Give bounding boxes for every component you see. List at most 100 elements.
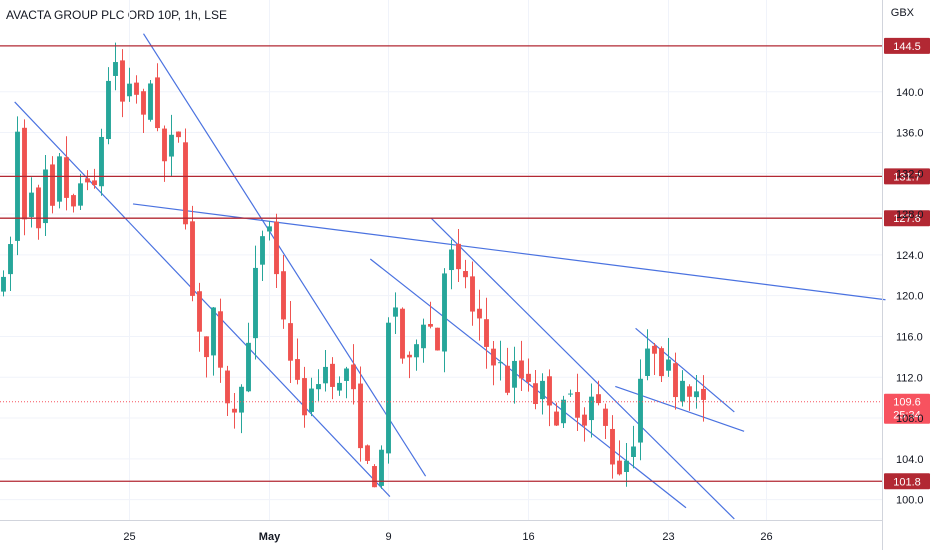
candle-body (365, 445, 370, 461)
candle-body (358, 383, 363, 449)
candle-body (491, 348, 496, 366)
currency-label: GBX (890, 7, 914, 19)
candle-body (414, 344, 419, 358)
candle-body (519, 360, 524, 379)
candle-body (463, 271, 468, 278)
candle-body (176, 131, 181, 138)
candle-body (197, 291, 202, 332)
trend-line (132, 203, 886, 301)
candle-body (456, 243, 461, 270)
candle-body (323, 366, 328, 384)
candle-body (659, 348, 664, 377)
candle-body (204, 336, 209, 358)
candle-body (337, 382, 342, 391)
candle-body (253, 267, 258, 339)
candle-body (92, 180, 97, 186)
current-price-label: 109.6 (893, 397, 921, 409)
candle-body (113, 62, 118, 76)
y-tick-label: 116.0 (896, 331, 923, 343)
candle-body (561, 399, 566, 424)
x-tick-label: 23 (662, 531, 674, 543)
candle-body (428, 323, 433, 327)
candle-body (666, 359, 671, 371)
candle-body (267, 226, 272, 232)
candle-body (547, 376, 552, 406)
candle-body (554, 411, 559, 426)
candle-body (260, 236, 265, 265)
candle-body (22, 127, 27, 220)
candle-body (638, 378, 643, 443)
x-tick-label: 9 (385, 531, 391, 543)
candle-body (36, 187, 41, 229)
trend-line (142, 33, 427, 477)
candle-body (43, 169, 48, 224)
candle-body (302, 378, 307, 416)
candle-body (470, 276, 475, 312)
candle-body (64, 157, 69, 198)
candle-body (57, 156, 62, 202)
candle-body (246, 342, 251, 392)
candle-body (540, 380, 545, 400)
candle-body (120, 60, 125, 102)
trend-line (635, 327, 735, 413)
horizontal-levels: 144.5 131.7 127.6 101.8 109.625:34 (0, 37, 930, 490)
chart-title: AVACTA GROUP PLC ORD 10P, 1h, LSE (6, 8, 227, 22)
candle-body (316, 384, 321, 390)
y-tick-label: 104.0 (896, 454, 924, 466)
candle-body (344, 368, 349, 381)
trend-line (615, 385, 745, 432)
current-price-tag (884, 393, 930, 424)
candle-body (442, 273, 447, 352)
candle-body (218, 311, 223, 368)
candle-body (211, 307, 216, 356)
candle-body (99, 136, 104, 187)
level-tag (884, 37, 930, 54)
candle-body (127, 83, 132, 97)
candle-body (190, 221, 195, 296)
level-tag-label: 101.8 (893, 476, 921, 488)
candle-body (29, 192, 34, 217)
candle-body (8, 244, 13, 275)
candle-body (106, 80, 111, 140)
candle-body (309, 388, 314, 412)
candle-body (274, 221, 279, 275)
trend-line (14, 101, 391, 497)
candle-body (15, 131, 20, 241)
candle-body (134, 82, 139, 95)
y-tick-label: 132.0 (896, 168, 924, 180)
countdown-label: 25:34 (893, 410, 921, 422)
candle-body (610, 428, 615, 465)
candle-body (582, 414, 587, 426)
candle-body (183, 142, 188, 225)
x-tick-label: 25 (123, 531, 135, 543)
x-tick-label: May (259, 531, 281, 543)
candle-body (85, 178, 90, 183)
candle-body (78, 183, 83, 206)
candle-body (232, 408, 237, 413)
level-tag (884, 210, 930, 227)
x-tick-label: 16 (522, 531, 534, 543)
candle-body (141, 91, 146, 115)
y-tick-label: 136.0 (896, 128, 924, 140)
candle-body (624, 460, 629, 472)
candle-body (50, 164, 55, 206)
candle-body (351, 364, 356, 390)
candle-body (379, 449, 384, 486)
candle-body (281, 271, 286, 320)
y-tick-label: 108.0 (896, 413, 924, 425)
level-tag-label: 144.5 (893, 41, 921, 53)
candle-body (617, 460, 622, 475)
candle-body (155, 77, 160, 129)
candle-body (225, 370, 230, 404)
candle-body (449, 249, 454, 271)
grid (0, 0, 882, 520)
candle-body (162, 128, 167, 162)
level-tag-label: 127.6 (893, 213, 921, 225)
level-tag-label: 131.7 (893, 171, 921, 183)
y-tick-label: 140.0 (896, 87, 924, 99)
candle-body (477, 308, 482, 319)
candle-body (575, 392, 580, 418)
trend-line (430, 217, 735, 520)
